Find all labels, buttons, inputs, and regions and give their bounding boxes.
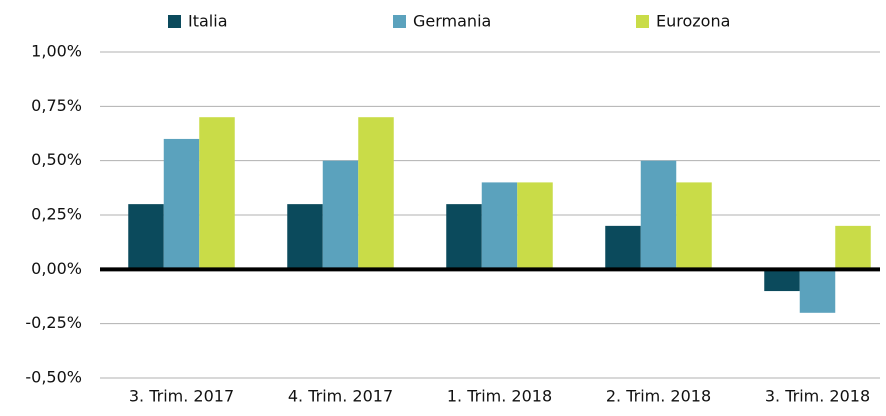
bar [676, 182, 712, 270]
x-tick-label: 3. Trim. 2018 [765, 387, 870, 406]
bar [640, 160, 677, 270]
legend-label: Italia [188, 12, 228, 31]
x-tick-label: 3. Trim. 2017 [129, 387, 234, 406]
x-tick-label: 4. Trim. 2017 [288, 387, 393, 406]
y-tick-label: 0,50% [31, 150, 82, 169]
legend-swatch [168, 15, 181, 28]
bar [481, 182, 518, 270]
bar [287, 204, 323, 270]
bar [128, 204, 164, 270]
legend-swatch [393, 15, 406, 28]
y-tick-label: -0,25% [25, 313, 82, 332]
bar [358, 117, 394, 270]
y-tick-label: 1,00% [31, 42, 82, 61]
bar [199, 117, 235, 270]
y-tick-label: 0,75% [31, 96, 82, 115]
legend-label: Germania [413, 12, 491, 31]
bar [799, 269, 836, 313]
bar [605, 225, 641, 270]
bar [446, 204, 482, 270]
x-tick-label: 2. Trim. 2018 [606, 387, 711, 406]
bar [322, 160, 359, 270]
y-tick-label: -0,50% [25, 368, 82, 387]
y-tick-label: 0,00% [31, 259, 82, 278]
bar [163, 138, 200, 270]
y-tick-label: 0,25% [31, 205, 82, 224]
legend-label: Eurozona [656, 12, 730, 31]
bar [764, 269, 800, 292]
bar [517, 182, 553, 270]
x-tick-label: 1. Trim. 2018 [447, 387, 552, 406]
bar [835, 225, 871, 270]
legend-swatch [636, 15, 649, 28]
